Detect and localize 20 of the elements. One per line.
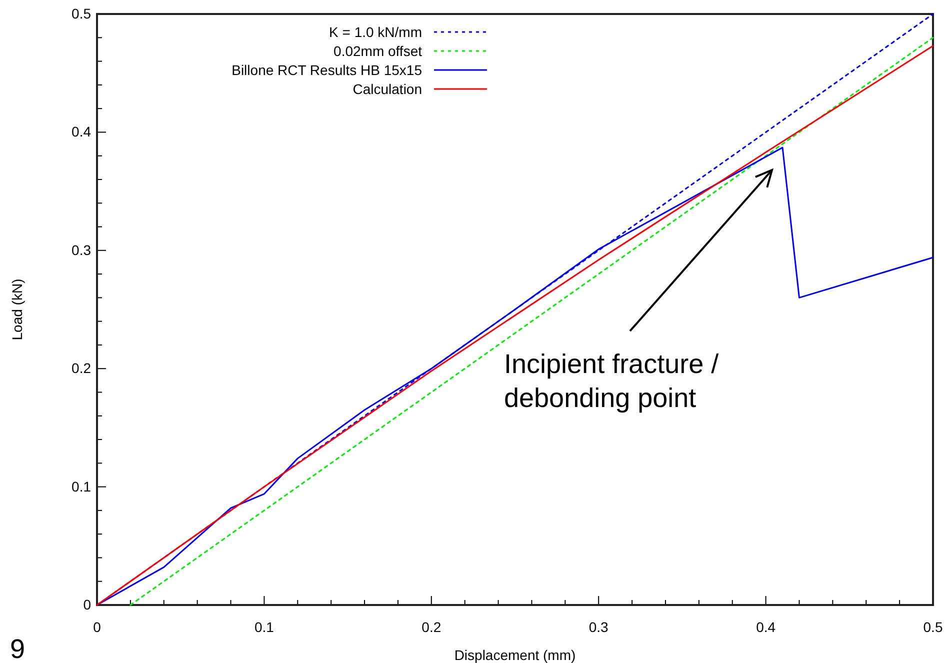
x-tick-label: 0.2 [422, 619, 442, 636]
legend-label: K = 1.0 kN/mm [329, 24, 422, 40]
y-tick-label: 0.2 [72, 360, 92, 376]
x-axis-title: Displacement (mm) [454, 647, 576, 663]
y-tick-label: 0 [83, 596, 92, 612]
x-tick-label: 0 [93, 619, 102, 636]
y-axis-title: Load (kN) [9, 278, 25, 340]
x-tick-label: 0.4 [756, 619, 776, 636]
x-tick-label: 0.1 [254, 619, 274, 636]
y-tick-label: 0.4 [72, 124, 92, 140]
x-tick-label: 0.3 [588, 619, 609, 636]
text: 9 [10, 634, 26, 663]
y-tick-label: 0.1 [72, 478, 92, 494]
y-tick-label: 0.5 [72, 5, 92, 22]
annotation: Incipient fracture / debonding point [504, 349, 720, 413]
legend-label: Calculation [352, 81, 422, 97]
legend-label: Billone RCT Results HB 15x15 [232, 62, 422, 78]
x-tick-label: 0.5 [923, 619, 943, 636]
y-tick-label: 0.3 [72, 242, 92, 258]
legend-label: 0.02mm offset [334, 43, 422, 59]
